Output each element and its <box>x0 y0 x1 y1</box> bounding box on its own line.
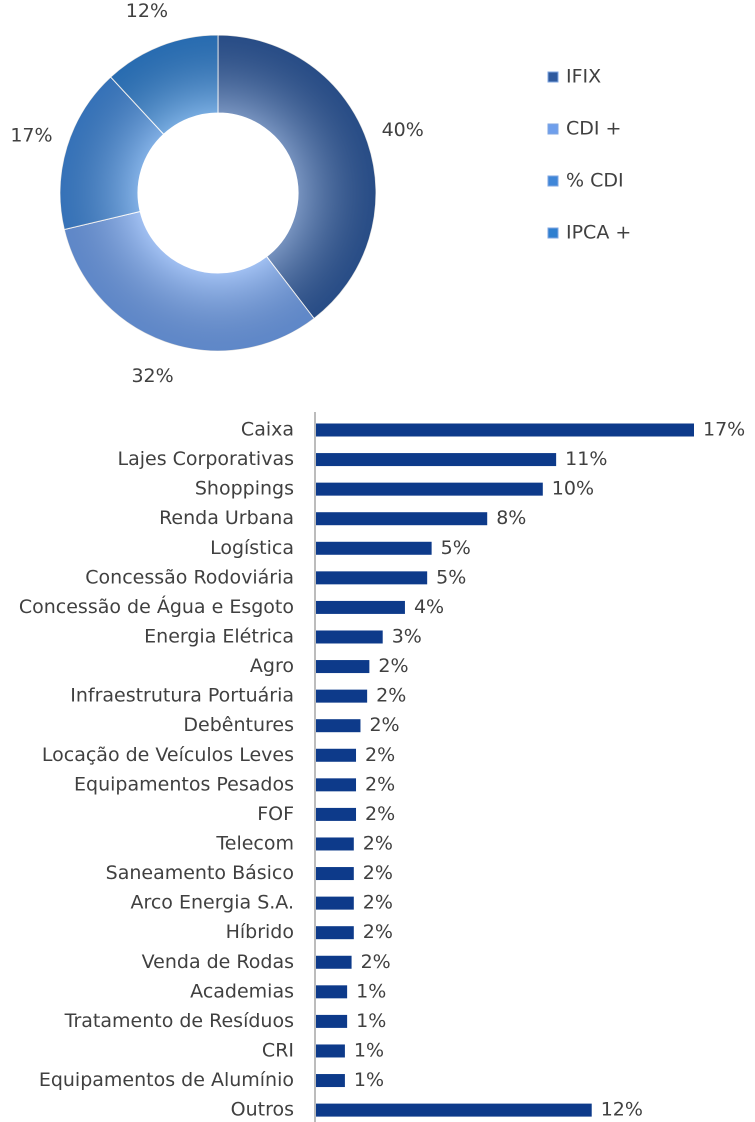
bar <box>316 955 352 969</box>
bar <box>316 423 694 437</box>
bar <box>316 571 428 585</box>
category-label: Concessão de Água e Esgoto <box>19 595 294 618</box>
legend-swatch <box>547 175 559 187</box>
category-label: FOF <box>257 803 294 825</box>
category-label: Caixa <box>241 419 294 441</box>
data-label: 5% <box>441 537 471 559</box>
bar <box>316 985 348 999</box>
category-label: Equipamentos Pesados <box>74 773 294 795</box>
data-label: 2% <box>376 685 406 707</box>
data-label: 3% <box>392 625 422 647</box>
data-label: 12% <box>601 1099 643 1121</box>
bar <box>316 1044 345 1058</box>
donut-slice <box>63 210 315 352</box>
category-label: Debêntures <box>183 714 294 736</box>
bar <box>316 719 361 733</box>
bar <box>316 600 405 614</box>
legend-swatch <box>547 71 559 83</box>
bar <box>316 748 357 762</box>
category-label: Tratamento de Resíduos <box>64 1010 294 1032</box>
data-label: 12% <box>126 0 168 22</box>
category-label: Telecom <box>215 832 294 854</box>
bar <box>316 867 354 881</box>
data-label: 2% <box>378 655 408 677</box>
bar <box>316 1014 348 1028</box>
data-label: 4% <box>414 596 444 618</box>
category-label: Infraestrutura Portuária <box>70 685 294 707</box>
bar <box>316 482 543 496</box>
data-label: 11% <box>565 448 607 470</box>
bar <box>316 807 357 821</box>
category-label: Outros <box>231 1099 294 1121</box>
data-label: 17% <box>10 125 52 147</box>
bar <box>316 541 432 555</box>
category-label: Agro <box>250 655 294 677</box>
bar <box>316 689 368 703</box>
bar <box>316 630 383 644</box>
bar <box>316 896 354 910</box>
category-label: Venda de Rodas <box>142 951 294 973</box>
data-label: 2% <box>365 773 395 795</box>
legend-label: IFIX <box>566 66 601 88</box>
bar <box>316 837 354 851</box>
bar <box>316 778 357 792</box>
legend-label: CDI + <box>566 118 621 140</box>
category-label: Concessão Rodoviária <box>85 566 294 588</box>
data-label: 2% <box>363 921 393 943</box>
legend-label: IPCA + <box>566 222 631 244</box>
category-label: Arco Energia S.A. <box>130 892 294 914</box>
data-label: 2% <box>361 951 391 973</box>
category-label: Equipamentos de Alumínio <box>39 1069 294 1091</box>
data-label: 1% <box>354 1069 384 1091</box>
category-label: Renda Urbana <box>159 507 294 529</box>
bar <box>316 1103 592 1117</box>
bar <box>316 453 557 467</box>
category-label: Saneamento Básico <box>106 862 294 884</box>
category-label: Academias <box>190 980 294 1002</box>
category-label: Lajes Corporativas <box>118 448 295 470</box>
data-label: 10% <box>552 478 594 500</box>
category-label: Logística <box>210 537 294 559</box>
data-label: 5% <box>436 566 466 588</box>
bar <box>316 1074 345 1088</box>
category-label: CRI <box>262 1039 294 1061</box>
data-label: 2% <box>363 862 393 884</box>
category-label: Locação de Veículos Leves <box>42 744 294 766</box>
legend-label: % CDI <box>566 170 624 192</box>
data-label: 8% <box>496 507 526 529</box>
bar <box>316 926 354 940</box>
data-label: 2% <box>365 744 395 766</box>
data-label: 2% <box>369 714 399 736</box>
data-label: 1% <box>356 1010 386 1032</box>
category-label: Energia Elétrica <box>144 625 294 647</box>
legend-swatch <box>547 227 559 239</box>
category-label: Híbrido <box>226 921 294 943</box>
legend-swatch <box>547 123 559 135</box>
data-label: 2% <box>365 803 395 825</box>
data-label: 1% <box>354 1039 384 1061</box>
data-label: 40% <box>382 119 424 141</box>
data-label: 32% <box>131 365 173 387</box>
bar <box>316 512 488 526</box>
data-label: 2% <box>363 892 393 914</box>
category-label: Shoppings <box>195 478 294 500</box>
data-label: 17% <box>703 419 745 441</box>
bar <box>316 660 370 674</box>
data-label: 2% <box>363 832 393 854</box>
data-label: 1% <box>356 980 386 1002</box>
